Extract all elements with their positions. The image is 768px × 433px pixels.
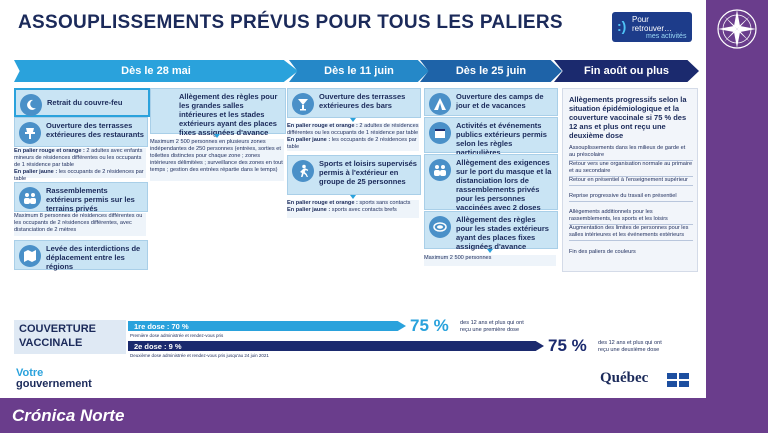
note-sports: En palier rouge et orange : sports sans … [287,200,419,218]
final-item: Retour vers une organisation normale au … [569,161,693,177]
logo-word: Votre [16,367,44,379]
note-text: 2 adultes avec enfants mineurs de réside… [14,148,143,168]
compass-icon [717,9,757,49]
dose2-sub: Deuxième dose administrée et rendez-vous… [130,353,269,358]
target1-caption-line: des 12 ans et plus qui ont [460,320,524,326]
card-levee: Levée des interdictions de déplacement e… [14,240,148,271]
quebec-logo: Québec [600,370,649,386]
final-item: Retour en présentiel à l'enseignement su… [569,177,693,186]
card-terrasses: Ouverture des terrasses extérieures des … [14,117,148,147]
card-title: Rassemblements extérieurs permis sur les… [46,186,135,213]
stadium-icon [429,216,451,238]
final-heading: Allègements progressifs selon la situati… [569,95,687,140]
runner-icon [292,160,314,182]
people-icon [429,159,451,181]
note-key: En palier jaune : [287,137,331,143]
phase-may28: Dès le 28 mai [14,60,298,82]
note-bars: En palier rouge et orange : 2 adultes de… [287,123,419,151]
phase-jun11: Dès le 11 juin [289,60,429,82]
note-key: En palier rouge et orange : [287,200,358,206]
dose1-sub: Première dose administrée et rendez-vous… [130,333,224,338]
card-couvre-feu: Retrait du couvre-feu [14,88,150,117]
note-text: sports avec contacts brefs [330,207,397,213]
final-item: Reprise progressive du travail en présen… [569,193,693,202]
pointer-arrow [350,195,356,199]
dose2-bar [128,341,544,351]
note-text: les occupants de 2 résidences par table [14,169,144,182]
event-icon [429,122,451,144]
right-sidebar [706,0,768,433]
card-title: Levée des interdictions de déplacement e… [46,244,141,271]
card-bars: Ouverture des terrasses extérieures des … [287,88,421,118]
moon-icon [20,94,42,116]
card-activites: Activités et événements publics extérieu… [424,117,558,157]
card-title: Allègement des règles pour les stades ex… [456,215,549,251]
card-title: Activités et événements publics extérieu… [456,121,547,157]
card-title: Allègement des règles pour les grandes s… [179,92,278,137]
bottom-banner [0,398,768,433]
activities-badge: :) Pour retrouver… mes activités [612,12,692,42]
badge-line-1: Pour [632,15,649,24]
logo-word: gouvernement [16,378,92,390]
note-text: les occupants de 2 résidences par table [287,137,417,150]
coverage-label-line-1: COUVERTURE [19,323,97,335]
card-stades: Allègement des règles pour les stades ex… [424,211,558,251]
card-title: Allègement des exigences sur le port du … [456,158,552,212]
card-grandes-salles: Allègement des règles pour les grandes s… [150,88,286,137]
final-item: Augmentation des limites de personnes po… [569,225,693,241]
note-grandes-salles: Maximum 2 500 personnes en plusieurs zon… [150,139,284,181]
final-phase-panel: Allègements progressifs selon la situati… [562,88,698,272]
note-key: En palier rouge et orange : [14,148,85,154]
dose1-label: 1re dose : 70 % [134,322,189,331]
pointer-arrow [487,249,493,253]
target1-caption-line: reçu une première dose [460,327,520,333]
card-title: Ouverture des terrasses extérieures des … [319,92,406,110]
target2-caption: des 12 ans et plus qui ont reçu une deuxi… [598,340,662,354]
brand-logo: Crónica Norte [12,406,125,425]
target1-caption: des 12 ans et plus qui ont reçu une premi… [460,320,524,334]
card-title: Ouverture des camps de jour et de vacanc… [456,92,544,110]
page-title: ASSOUPLISSEMENTS PRÉVUS POUR TOUS LES PA… [18,12,563,33]
final-item: Assouplissements dans les milieux de gar… [569,145,693,161]
phase-jun25: Dès le 25 juin [420,60,562,82]
restaurant-icon [19,122,41,144]
pointer-arrow [350,118,356,122]
coverage-label-line-2: VACCINALE [19,337,83,349]
note-key: En palier rouge et orange : [287,123,358,129]
cocktail-icon [292,93,314,115]
note-key: En palier jaune : [287,207,331,213]
target2-caption-line: reçu une deuxième dose [598,347,660,353]
dose2-label: 2e dose : 9 % [134,342,182,351]
card-masque: Allègement des exigences sur le port du … [424,154,558,212]
target2-value: 75 % [548,336,587,355]
votre-gouvernement-logo: Votre gouvernement [16,368,92,390]
pointer-arrow [214,134,220,138]
card-title: Sports et loisirs supervisés permis à l'… [319,159,417,186]
note-stades: Maximum 2 500 personnes [424,255,556,266]
card-title: Retrait du couvre-feu [47,98,123,107]
card-rassemblements: Rassemblements extérieurs permis sur les… [14,182,148,213]
group-icon [19,187,41,209]
badge-line-2: retrouver… [632,24,673,33]
note-key: En palier jaune : [14,169,58,175]
phase-end-august: Fin août ou plus [554,60,699,82]
card-sports: Sports et loisirs supervisés permis à l'… [287,155,421,195]
note-text: 2 adultes de résidences différentes ou l… [287,123,419,136]
note-text: sports sans contacts [357,200,411,206]
map-icon [19,245,41,267]
note-terrasses: En palier rouge et orange : 2 adultes av… [14,148,146,182]
target1-value: 75 % [410,316,449,335]
badge-line-3: mes activités [646,33,687,40]
card-camps: Ouverture des camps de jour et de vacanc… [424,88,558,116]
dose1-bar [128,321,406,331]
final-item: Allègements additionnels pour les rassem… [569,209,693,225]
coverage-label: COUVERTURE VACCINALE [14,320,126,354]
target2-caption-line: des 12 ans et plus qui ont [598,340,662,346]
quebec-flag-icon [667,373,689,387]
final-item: Fin des paliers de couleurs [569,249,636,255]
card-title: Ouverture des terrasses extérieures des … [46,121,144,139]
smile-icon: :) [617,18,627,34]
tent-icon [429,93,451,115]
note-rassemblements: Maximum 8 personnes de résidences différ… [14,213,146,236]
